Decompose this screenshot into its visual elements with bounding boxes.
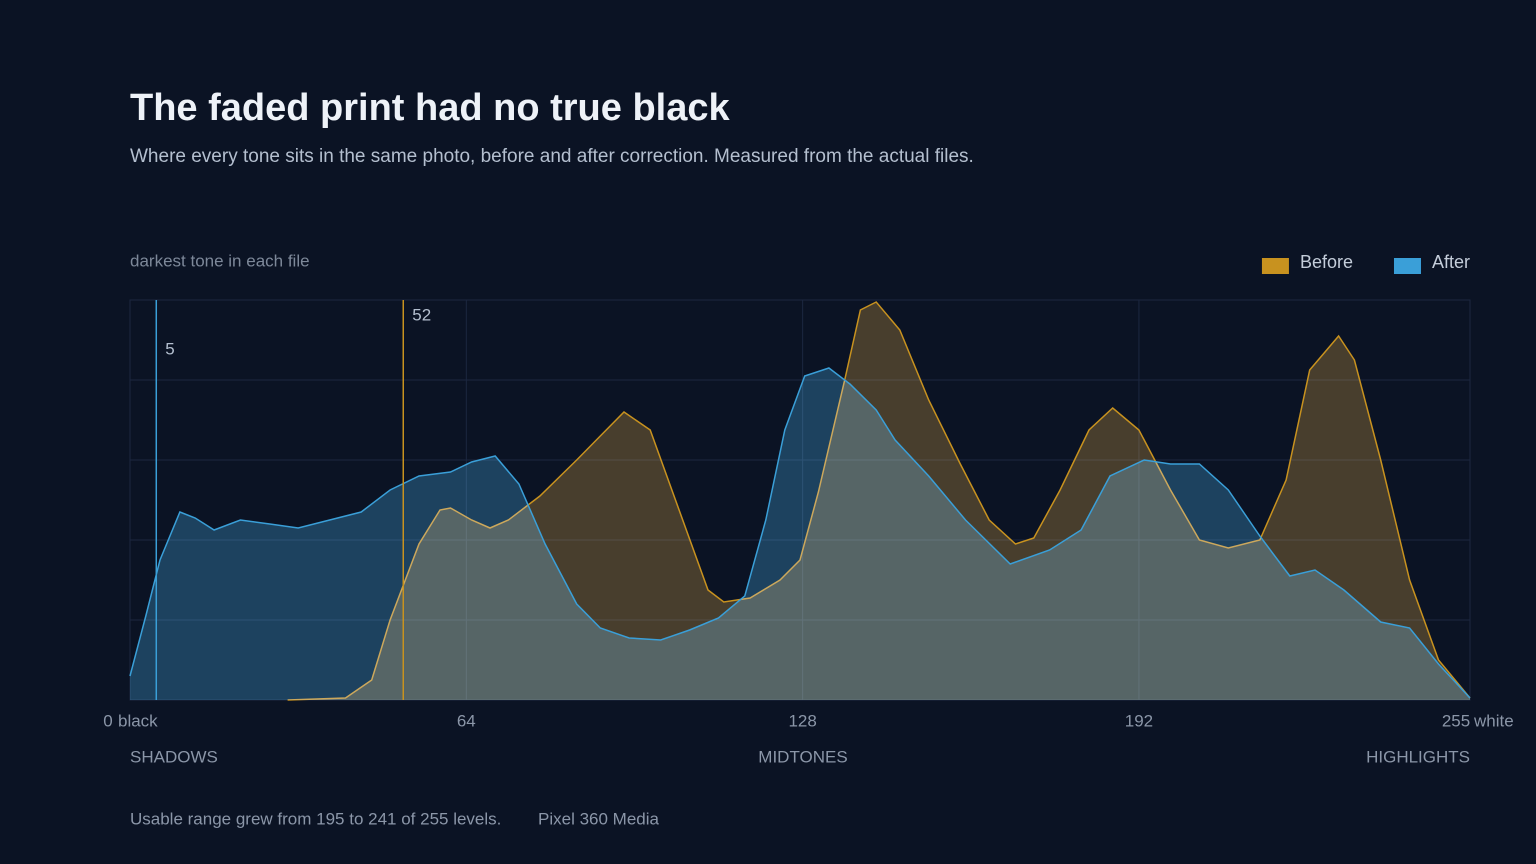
legend-swatch: [1261, 258, 1289, 274]
area-line: [129, 367, 1471, 699]
x-tick-label: 255: [1442, 711, 1470, 730]
footer: Usable range grew from 195 to 241 of 255…: [130, 809, 501, 828]
x-end-label: white: [1473, 711, 1514, 730]
darkest-tone-label: 52: [412, 305, 431, 324]
darkest-tone-label: 5: [165, 339, 174, 358]
x-end-label: black: [118, 711, 158, 730]
area-fill: [130, 368, 1470, 700]
x-tick-label: 128: [788, 711, 816, 730]
chart-subtitle: Where every tone sits in the same photo,…: [130, 146, 974, 167]
x-tick-label: 64: [457, 711, 476, 730]
legend-label: Before: [1300, 252, 1353, 272]
zone-label: HIGHLIGHTS: [1366, 747, 1470, 766]
annotation-title: darkest tone in each file: [130, 251, 310, 270]
legend-swatch: [1393, 258, 1421, 274]
zone-label: SHADOWS: [130, 747, 218, 766]
source: Pixel 360 Media: [538, 809, 660, 828]
zone-label: MIDTONES: [758, 747, 847, 766]
chart-title: The faded print had no true black: [130, 87, 730, 129]
legend-label: After: [1432, 252, 1470, 272]
x-tick-label: 192: [1125, 711, 1153, 730]
x-tick-label: 0: [103, 711, 112, 730]
